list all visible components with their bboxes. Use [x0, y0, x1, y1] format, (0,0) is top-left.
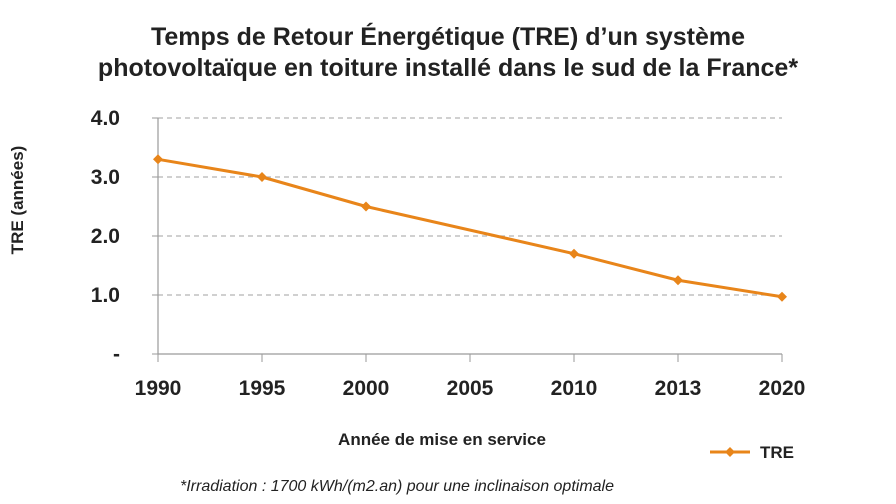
chart-title-line-2: photovoltaïque en toiture installé dans … [97, 54, 799, 82]
data-point [569, 248, 579, 259]
data-point [673, 275, 683, 286]
legend-label: TRE [760, 443, 794, 462]
y-axis-label: TRE (années) [8, 146, 27, 255]
x-tick-label: 2005 [447, 377, 494, 400]
x-tick-label: 1990 [135, 377, 182, 400]
x-tick-label: 2010 [551, 377, 598, 400]
x-tick-label: 2013 [655, 377, 702, 400]
grid-lines [158, 117, 782, 296]
y-tick-label: 2.0 [91, 225, 120, 248]
data-point [777, 291, 787, 302]
y-tick-labels: - 1.0 2.0 3.0 4.0 [91, 107, 158, 366]
series-line [157, 157, 783, 299]
legend-marker [725, 447, 735, 457]
legend: TRE [710, 443, 794, 462]
data-series [153, 154, 787, 302]
y-tick-label: 4.0 [91, 107, 120, 130]
footnote: *Irradiation : 1700 kWh/(m2.an) pour une… [180, 478, 615, 495]
y-tick-label: 1.0 [91, 284, 120, 307]
x-axis-label: Année de mise en service [338, 430, 546, 449]
x-tick-label: 1995 [239, 377, 286, 400]
chart-title-line-1: Temps de Retour Énergétique (TRE) d’un s… [150, 23, 746, 51]
x-tick-label: 2000 [343, 377, 390, 400]
data-point [257, 172, 267, 182]
y-tick-label: - [113, 343, 120, 366]
y-tick-label: 3.0 [91, 166, 120, 189]
x-tick-labels: 1990 1995 2000 2005 2010 2013 2020 [135, 377, 806, 400]
data-point [361, 201, 371, 212]
axes [157, 118, 783, 362]
chart-title: Temps de Retour Énergétique (TRE) d’un s… [0, 22, 896, 84]
data-point [153, 154, 163, 165]
x-tick-label: 2020 [759, 377, 806, 400]
